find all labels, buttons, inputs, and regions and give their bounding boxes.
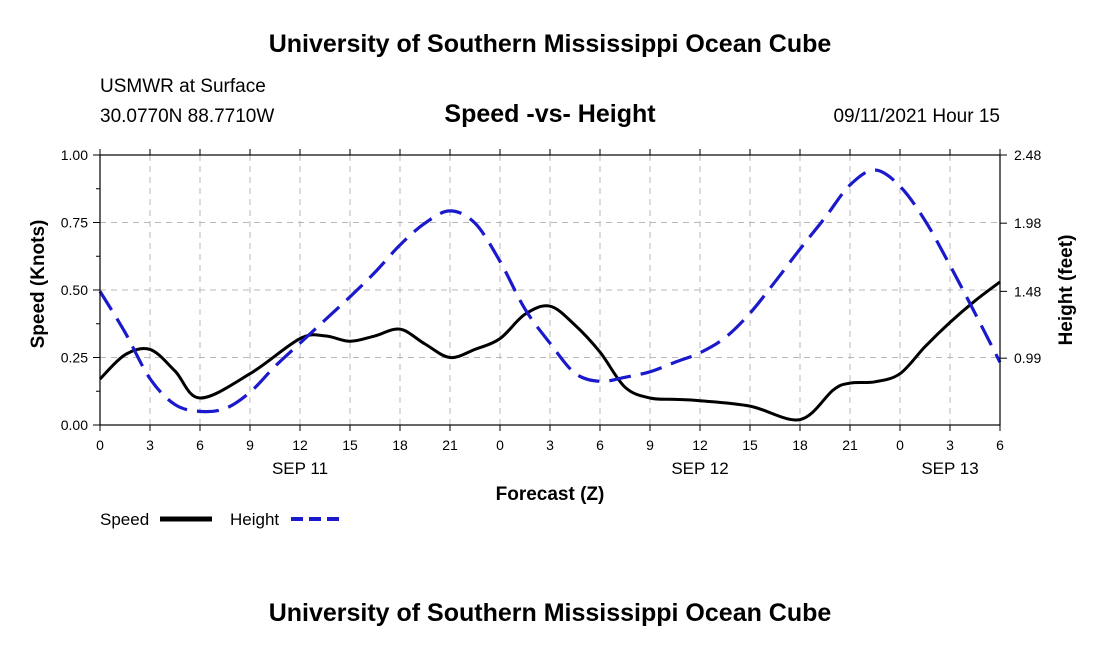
x-tick-label: 3 bbox=[146, 437, 154, 453]
x-tick-label: 21 bbox=[442, 437, 458, 453]
legend-height-label: Height bbox=[230, 510, 279, 529]
x-axis-label: Forecast (Z) bbox=[496, 484, 605, 505]
x-tick-label: 18 bbox=[792, 437, 808, 453]
y-right-tick-label: 0.99 bbox=[1014, 350, 1041, 366]
axis-layer: 0 3 6 9 12 15 18 21 0 3 6 9 12 15 18 21 0 3 6 SEP 11 SEP 12 S… bbox=[61, 147, 1042, 478]
x-tick-label: 3 bbox=[946, 437, 954, 453]
footer-title: University of Southern Mississippi Ocean… bbox=[268, 599, 832, 627]
coordinates-label: 30.0770N 88.7710W bbox=[100, 106, 275, 127]
y-tick-label: 0.00 bbox=[61, 417, 88, 433]
chart-title: Speed -vs- Height bbox=[444, 100, 656, 128]
x-tick-label: 3 bbox=[546, 437, 554, 453]
x-tick-label: 0 bbox=[96, 437, 104, 453]
x-tick-label: 21 bbox=[842, 437, 858, 453]
y-right-tick-label: 2.48 bbox=[1014, 147, 1041, 163]
x-tick-label: 12 bbox=[692, 437, 708, 453]
legend: Speed Height bbox=[100, 510, 343, 529]
x-tick-label: 6 bbox=[196, 437, 204, 453]
y-right-axis-label: Height (feet) bbox=[1056, 235, 1077, 346]
x-tick-label: 0 bbox=[496, 437, 504, 453]
x-tick-label: 9 bbox=[246, 437, 254, 453]
x-tick-label: 9 bbox=[646, 437, 654, 453]
y-right-tick-label: 1.48 bbox=[1014, 283, 1041, 299]
x-tick-label: 6 bbox=[596, 437, 604, 453]
x-tick-label: 6 bbox=[996, 437, 1004, 453]
forecast-datetime: 09/11/2021 Hour 15 bbox=[833, 106, 1000, 127]
y-right-tick-label: 1.98 bbox=[1014, 215, 1041, 231]
date-label: SEP 12 bbox=[671, 459, 728, 478]
grid-layer bbox=[100, 155, 1000, 425]
y-axis-label: Speed (Knots) bbox=[28, 220, 49, 349]
x-tick-label: 15 bbox=[742, 437, 758, 453]
height-series-line bbox=[98, 168, 1002, 414]
y-tick-label: 0.75 bbox=[61, 215, 88, 231]
x-tick-label: 18 bbox=[392, 437, 408, 453]
y-tick-label: 1.00 bbox=[61, 147, 88, 163]
x-tick-label: 15 bbox=[342, 437, 358, 453]
legend-speed-label: Speed bbox=[100, 510, 149, 529]
series-layer bbox=[98, 168, 1002, 422]
speed-series-line bbox=[98, 280, 1001, 422]
date-label: SEP 13 bbox=[921, 459, 978, 478]
x-tick-label: 12 bbox=[292, 437, 308, 453]
y-tick-label: 0.50 bbox=[61, 282, 88, 298]
station-label: USMWR at Surface bbox=[100, 76, 266, 97]
x-tick-label: 0 bbox=[896, 437, 904, 453]
page-title: University of Southern Mississippi Ocean… bbox=[268, 30, 832, 58]
y-tick-label: 0.25 bbox=[61, 350, 88, 366]
date-label: SEP 11 bbox=[272, 459, 328, 478]
